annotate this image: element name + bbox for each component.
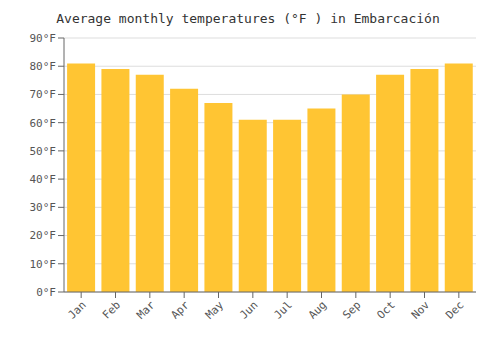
svg-text:Apr: Apr [169,298,193,322]
svg-text:Mar: Mar [134,298,158,322]
svg-text:Nov: Nov [409,298,433,322]
svg-text:30°F: 30°F [30,201,57,214]
svg-text:50°F: 50°F [30,145,57,158]
svg-text:0°F: 0°F [36,286,56,299]
svg-text:Sep: Sep [340,298,363,321]
svg-text:40°F: 40°F [30,173,57,186]
svg-text:20°F: 20°F [30,229,57,242]
svg-text:60°F: 60°F [30,117,57,130]
svg-text:Oct: Oct [375,298,398,321]
svg-text:May: May [203,298,227,322]
svg-text:80°F: 80°F [30,60,57,73]
svg-text:10°F: 10°F [30,258,57,271]
svg-text:90°F: 90°F [30,32,57,45]
svg-text:70°F: 70°F [30,88,57,101]
svg-text:Aug: Aug [306,298,329,321]
html-text:Average monthly temperatures (: Average monthly temperatures (°F ) in Em… [56,11,440,26]
svg-text:Jan: Jan [66,298,89,321]
svg-text:Dec: Dec [443,298,466,321]
svg-text:Jul: Jul [272,298,295,321]
svg-text:Feb: Feb [100,298,123,321]
svg-text:Jun: Jun [237,298,260,321]
